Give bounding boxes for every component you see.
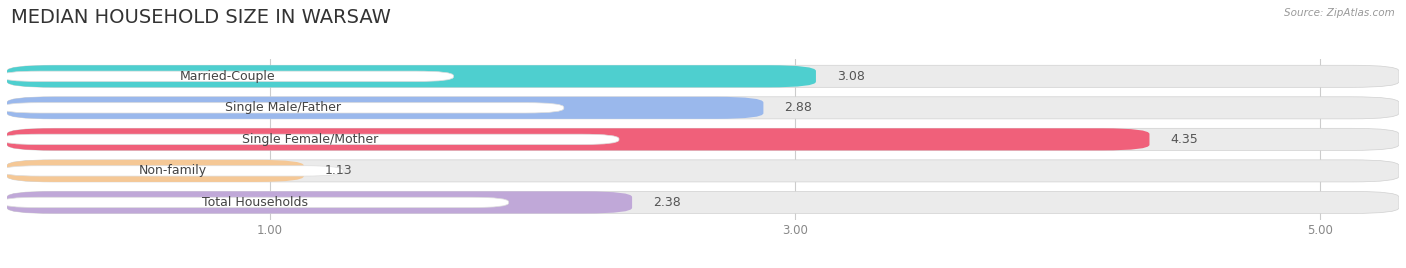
Text: Married-Couple: Married-Couple <box>180 70 276 83</box>
Text: Single Female/Mother: Single Female/Mother <box>242 133 378 146</box>
FancyBboxPatch shape <box>1 103 564 113</box>
FancyBboxPatch shape <box>7 97 763 119</box>
Text: 2.88: 2.88 <box>785 101 813 114</box>
FancyBboxPatch shape <box>7 65 1399 87</box>
FancyBboxPatch shape <box>7 128 1150 150</box>
Text: 2.38: 2.38 <box>654 196 681 209</box>
FancyBboxPatch shape <box>1 166 343 176</box>
FancyBboxPatch shape <box>7 160 1399 182</box>
FancyBboxPatch shape <box>7 65 815 87</box>
Text: 1.13: 1.13 <box>325 164 353 177</box>
Text: MEDIAN HOUSEHOLD SIZE IN WARSAW: MEDIAN HOUSEHOLD SIZE IN WARSAW <box>11 8 391 27</box>
FancyBboxPatch shape <box>7 191 1399 213</box>
FancyBboxPatch shape <box>7 128 1399 150</box>
Text: Total Households: Total Households <box>202 196 308 209</box>
Text: Single Male/Father: Single Male/Father <box>225 101 340 114</box>
FancyBboxPatch shape <box>7 160 304 182</box>
Text: 4.35: 4.35 <box>1170 133 1198 146</box>
FancyBboxPatch shape <box>7 97 1399 119</box>
FancyBboxPatch shape <box>1 71 454 81</box>
FancyBboxPatch shape <box>7 191 633 213</box>
Text: Source: ZipAtlas.com: Source: ZipAtlas.com <box>1284 8 1395 18</box>
FancyBboxPatch shape <box>1 197 509 208</box>
FancyBboxPatch shape <box>1 134 619 144</box>
Text: 3.08: 3.08 <box>837 70 865 83</box>
Text: Non-family: Non-family <box>138 164 207 177</box>
